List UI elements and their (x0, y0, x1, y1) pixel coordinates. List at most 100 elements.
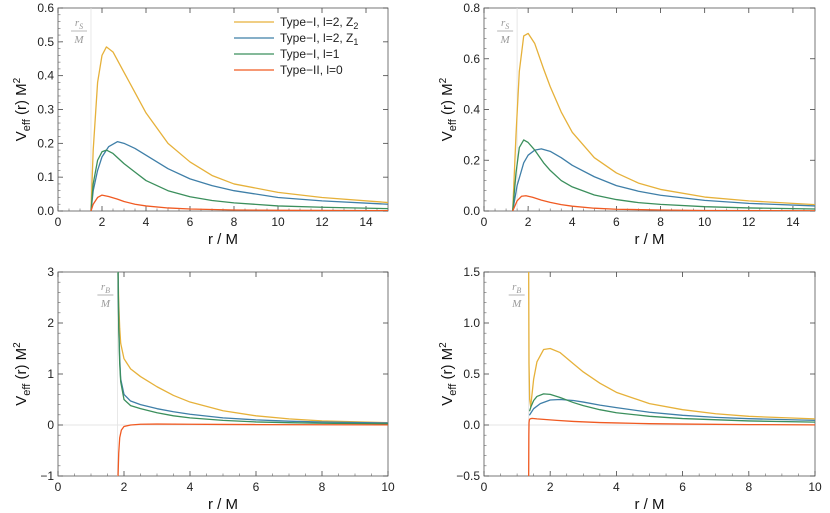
series-group (117, 272, 388, 476)
legend-entry: Type−II, l=0 (280, 63, 343, 77)
series-group (90, 46, 388, 211)
horizon-annotation: rB M (508, 281, 525, 310)
x-tick-label: 8 (319, 480, 326, 494)
series-line-3 (529, 393, 815, 423)
series-line-2 (512, 148, 815, 211)
y-axis-label: Veff (r) M2 (438, 342, 459, 406)
y-tick-label: 0.6 (37, 1, 54, 15)
horizon-annotation: rB M (97, 281, 114, 310)
x-axis-label: r / M (208, 496, 238, 513)
series-line-4 (512, 195, 815, 211)
horizon-annotation: rS M (71, 17, 87, 46)
x-tick-label: 0 (481, 480, 488, 494)
y-tick-label: 0.5 (463, 367, 480, 381)
y-tick-label: 0.0 (463, 418, 480, 432)
y-tick-label: 0.8 (463, 1, 480, 15)
panel-bottom-right: 0 2 4 6 8 10 −0.5 0.0 0.5 1.0 1.5 r / M Veff (r) M2 r… (438, 265, 822, 513)
series-line-4 (117, 423, 388, 476)
x-tick-label: 10 (808, 480, 822, 494)
legend-entry: Type−I, l=1 (280, 47, 340, 61)
series-line-3 (512, 139, 815, 211)
series-group (528, 272, 815, 476)
y-tick-label: 0.3 (37, 103, 54, 117)
x-tick-label: 8 (657, 215, 664, 229)
x-tick-label: 14 (786, 215, 800, 229)
y-tick-label: 0 (47, 418, 54, 432)
y-tick-label: −0.5 (456, 469, 480, 483)
x-tick-label: 2 (525, 215, 532, 229)
y-tick-label: 1.5 (463, 265, 480, 279)
series-line-3 (90, 149, 388, 211)
annotation-numerator: rB (512, 281, 521, 295)
y-tick-label: 1 (47, 367, 54, 381)
series-line-2 (90, 140, 388, 211)
y-tick-label: 0.2 (37, 136, 54, 150)
y-tick-label: 1.0 (463, 316, 480, 330)
y-tick-label: 0.4 (37, 69, 54, 83)
y-axis-label: Veff (r) M2 (438, 77, 459, 141)
x-tick-label: 8 (231, 215, 238, 229)
y-tick-label: 3 (47, 265, 54, 279)
x-tick-label: 10 (698, 215, 712, 229)
x-tick-label: 4 (613, 480, 620, 494)
x-tick-label: 10 (381, 480, 395, 494)
x-tick-label: 0 (481, 215, 488, 229)
annotation-numerator: rB (101, 281, 110, 295)
x-tick-label: 6 (613, 215, 620, 229)
series-line-1 (528, 272, 815, 420)
annotation-numerator: rS (501, 17, 509, 31)
x-tick-label: 6 (187, 215, 194, 229)
x-tick-label: 12 (315, 215, 329, 229)
y-tick-label: 0.4 (463, 103, 480, 117)
y-axis-label: Veff (r) M2 (12, 77, 33, 141)
y-tick-label: 0.1 (37, 170, 54, 184)
y-tick-label: 0.0 (37, 204, 54, 218)
y-axis-label: Veff (r) M2 (12, 342, 33, 406)
x-tick-label: 12 (742, 215, 756, 229)
legend-entry: Type−I, l=2, Z2 (280, 15, 358, 31)
plot-frame (483, 271, 816, 477)
x-tick-label: 4 (187, 480, 194, 494)
x-tick-label: 4 (143, 215, 150, 229)
y-tick-label: 2 (47, 316, 54, 330)
annotation-denominator: M (73, 34, 84, 46)
x-tick-label: 2 (547, 480, 554, 494)
series-line-2 (117, 272, 388, 424)
y-tick-label: 0.2 (463, 153, 480, 167)
series-group (512, 32, 815, 211)
x-axis-label: r / M (635, 231, 665, 248)
series-line-1 (512, 32, 815, 211)
x-tick-label: 2 (99, 215, 106, 229)
annotation-denominator: M (500, 34, 511, 46)
panel-top-right: 0 2 4 6 8 10 12 14 0.0 0.2 0.4 0.6 0.8 r / M Veff (r) … (438, 1, 816, 248)
x-tick-label: 8 (745, 480, 752, 494)
legend-entry: Type−I, l=2, Z1 (280, 31, 358, 47)
annotation-denominator: M (511, 298, 522, 310)
plot-frame (483, 7, 816, 212)
series-line-4 (528, 417, 815, 476)
series-line-1 (90, 46, 388, 211)
y-tick-label: 0.6 (463, 52, 480, 66)
x-tick-label: 14 (359, 215, 373, 229)
x-axis-label: r / M (635, 496, 665, 513)
series-line-2 (529, 398, 815, 422)
x-tick-label: 4 (569, 215, 576, 229)
panel-top-left: 0 2 4 6 8 10 12 14 0.0 0.1 0.2 0.3 0.4 0.5 0.6 r / M Vef… (12, 1, 389, 248)
series-line-1 (117, 272, 388, 424)
y-tick-label: 0.0 (463, 204, 480, 218)
x-axis-label: r / M (208, 231, 238, 248)
annotation-numerator: rS (75, 17, 83, 31)
series-line-4 (90, 194, 388, 211)
y-tick-label: 0.5 (37, 35, 54, 49)
x-tick-label: 6 (679, 480, 686, 494)
y-tick-label: −1 (40, 469, 54, 483)
annotation-denominator: M (100, 298, 111, 310)
horizon-annotation: rS M (497, 17, 514, 46)
x-tick-label: 10 (271, 215, 285, 229)
x-tick-label: 6 (253, 480, 260, 494)
series-line-3 (117, 272, 388, 425)
x-tick-label: 0 (55, 480, 62, 494)
